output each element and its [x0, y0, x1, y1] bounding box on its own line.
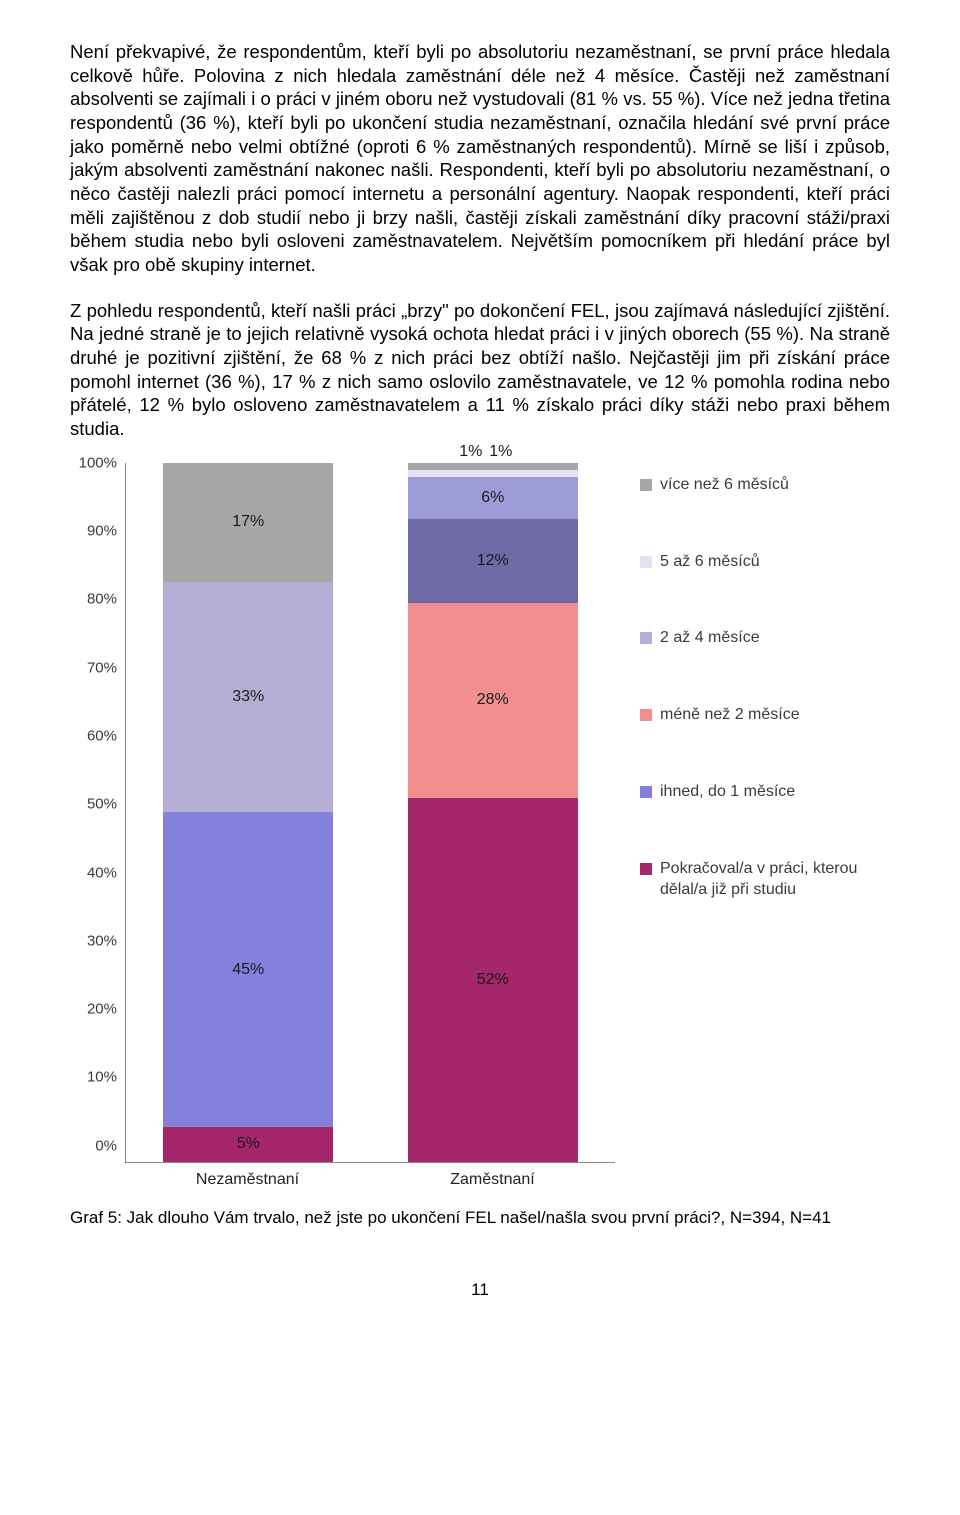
y-tick: 80% — [87, 591, 117, 608]
chart-caption: Graf 5: Jak dlouho Vám trvalo, než jste … — [70, 1207, 890, 1230]
page-number: 11 — [70, 1280, 890, 1300]
legend-swatch — [640, 786, 652, 798]
segment-label: 1% — [459, 443, 482, 461]
legend-label: 5 až 6 měsíců — [660, 552, 760, 573]
segment-label: 1% — [489, 443, 512, 461]
segment: 12% — [408, 519, 578, 603]
y-tick: 50% — [87, 796, 117, 813]
y-tick: 0% — [95, 1137, 117, 1154]
segment-label: 33% — [232, 688, 264, 706]
segment-label: 52% — [477, 971, 509, 989]
legend-swatch — [640, 709, 652, 721]
y-tick: 40% — [87, 864, 117, 881]
chart-container: 100%90%80%70%60%50%40%30%20%10%0% 5%45%3… — [70, 463, 890, 1163]
y-tick: 90% — [87, 523, 117, 540]
y-tick: 100% — [79, 454, 117, 471]
legend-swatch — [640, 632, 652, 644]
segment: 45% — [163, 812, 333, 1127]
legend: více než 6 měsíců 5 až 6 měsíců 2 až 4 měs… — [615, 463, 875, 1163]
segment: 33% — [163, 582, 333, 813]
y-tick: 10% — [87, 1069, 117, 1086]
segment-label: 28% — [477, 691, 509, 709]
y-tick: 70% — [87, 659, 117, 676]
segment-label: 17% — [232, 513, 264, 531]
legend-item: ihned, do 1 měsíce — [640, 782, 875, 803]
legend-label: ihned, do 1 měsíce — [660, 782, 795, 803]
segment-label: 12% — [477, 552, 509, 570]
segment — [408, 470, 578, 477]
y-tick: 60% — [87, 727, 117, 744]
legend-item: méně než 2 měsíce — [640, 705, 875, 726]
y-tick: 20% — [87, 1001, 117, 1018]
legend-label: 2 až 4 měsíce — [660, 628, 760, 649]
plot-area: 5%45%33%17%52%28%12%6%1%1% — [125, 463, 615, 1163]
legend-swatch — [640, 479, 652, 491]
legend-item: více než 6 měsíců — [640, 475, 875, 496]
segment: 5% — [163, 1127, 333, 1162]
legend-item: 5 až 6 měsíců — [640, 552, 875, 573]
segment: 28% — [408, 603, 578, 799]
segment: 6% — [408, 477, 578, 519]
paragraph-1: Není překvapivé, že respondentům, kteří … — [70, 40, 890, 277]
bar-Zaměstnaní: 52%28%12%6%1%1% — [408, 463, 578, 1162]
legend-swatch — [640, 556, 652, 568]
x-label: Nezaměstnaní — [163, 1171, 333, 1189]
segment-label: 5% — [237, 1135, 260, 1153]
legend-swatch — [640, 863, 652, 875]
legend-label: méně než 2 měsíce — [660, 705, 800, 726]
bar-Nezaměstnaní: 5% 45% 33% 17% — [163, 463, 333, 1162]
y-tick: 30% — [87, 932, 117, 949]
y-axis: 100%90%80%70%60%50%40%30%20%10%0% — [70, 463, 125, 1163]
paragraph-2: Z pohledu respondentů, kteří našli práci… — [70, 299, 890, 441]
segment — [408, 463, 578, 470]
legend-item: 2 až 4 měsíce — [640, 628, 875, 649]
legend-label: Pokračoval/a v práci, kterou dělal/a již… — [660, 859, 875, 901]
x-label: Zaměstnaní — [408, 1171, 578, 1189]
segment-label: 45% — [232, 961, 264, 979]
segment: 17% — [163, 463, 333, 582]
legend-label: více než 6 měsíců — [660, 475, 789, 496]
legend-item: Pokračoval/a v práci, kterou dělal/a již… — [640, 859, 875, 901]
x-axis-labels: Nezaměstnaní Zaměstnaní — [125, 1171, 615, 1189]
segment: 52% — [408, 798, 578, 1161]
segment-label: 6% — [481, 489, 504, 507]
